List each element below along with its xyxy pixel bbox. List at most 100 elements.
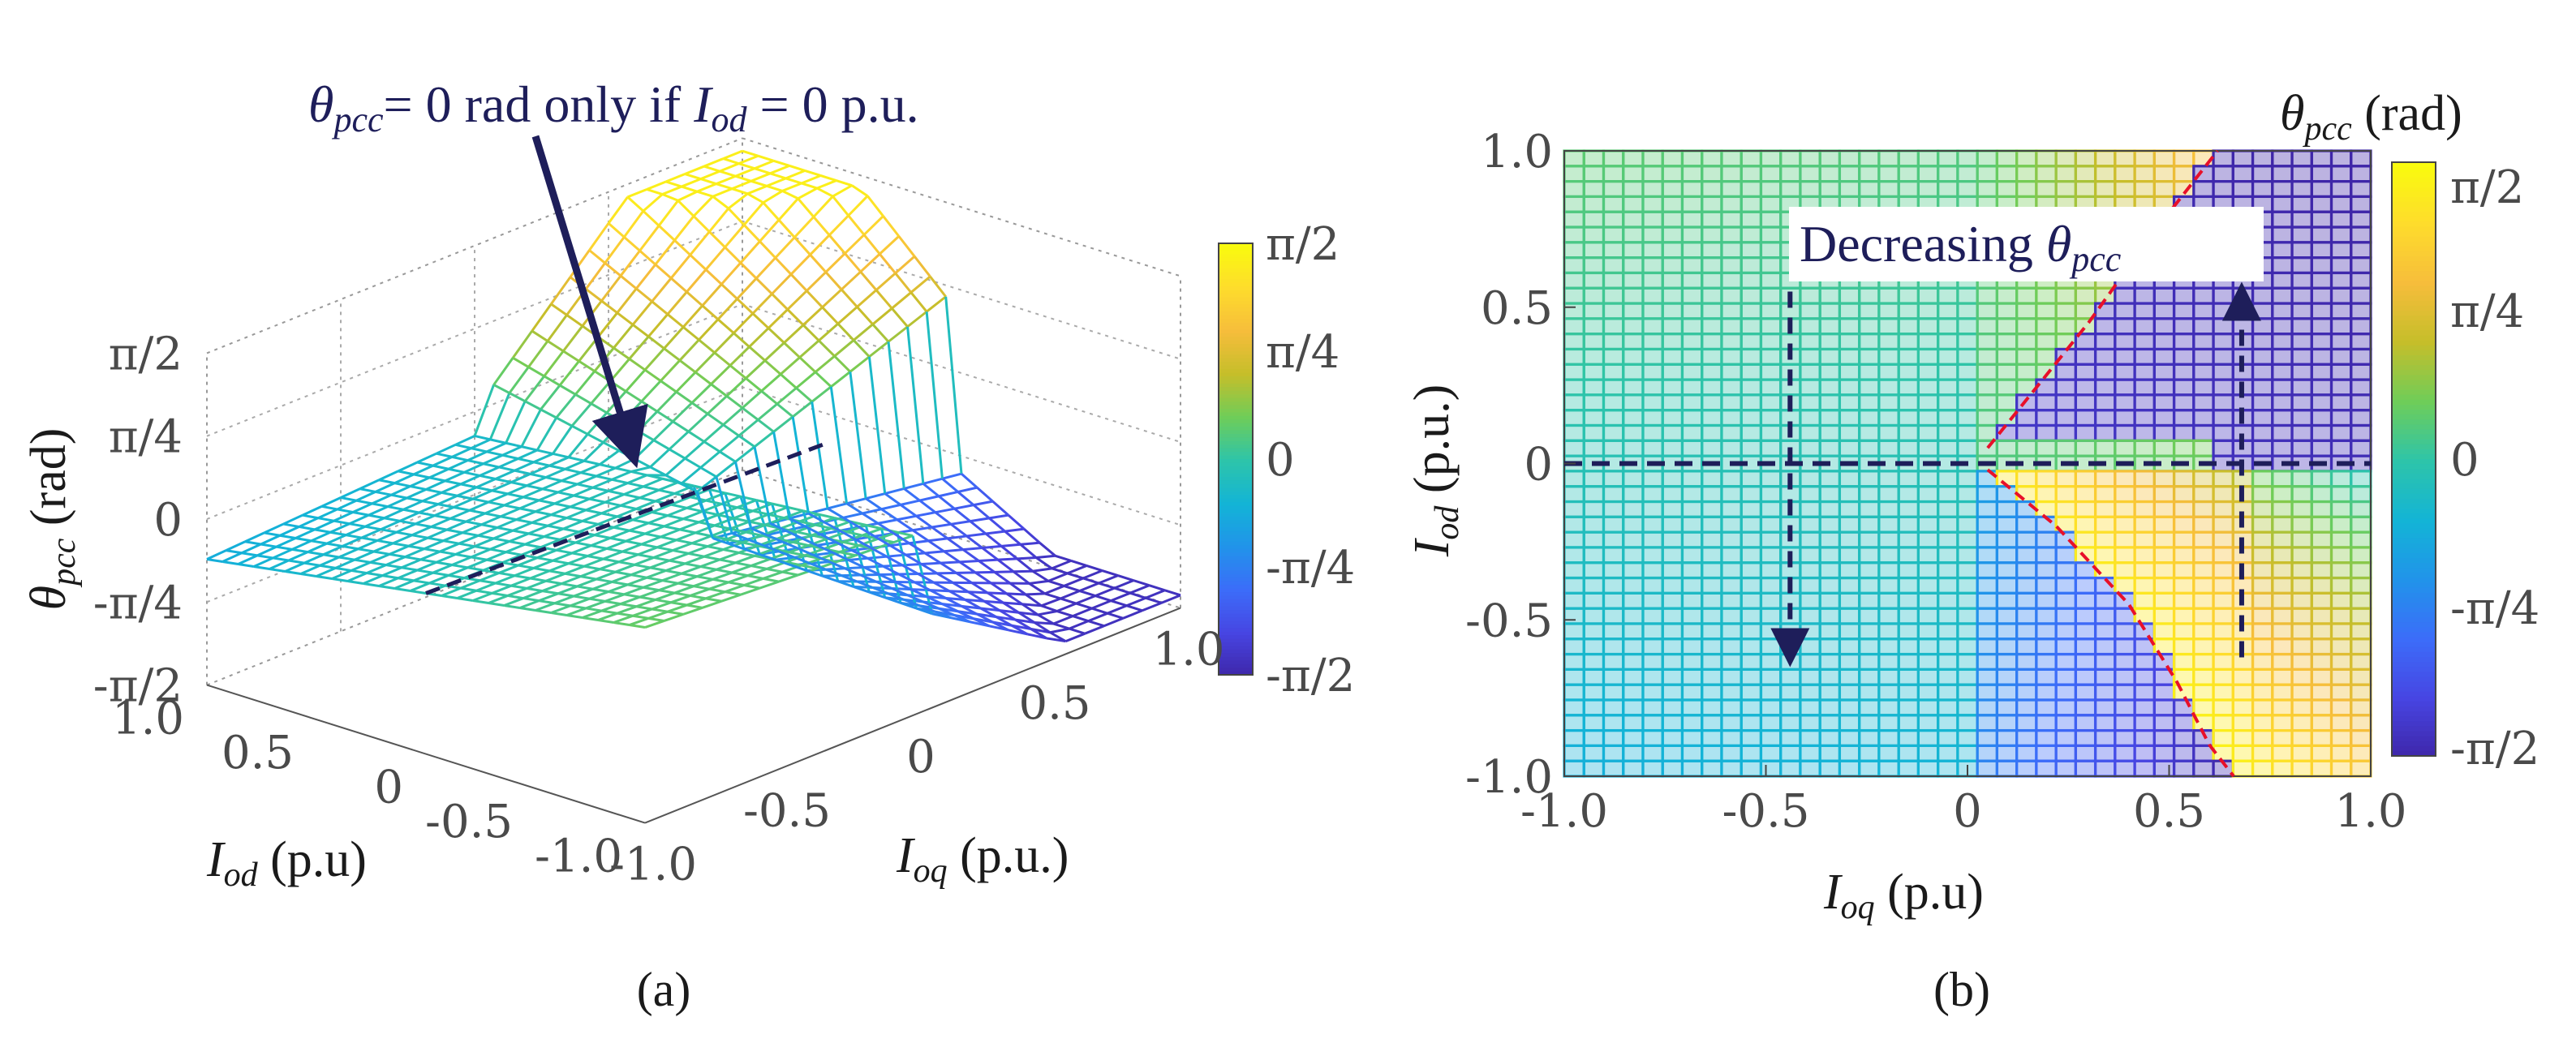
- heatmap-cell: [1701, 225, 1723, 244]
- heatmap-cell: [2133, 439, 2156, 457]
- heatmap-cell: [2152, 500, 2176, 518]
- surface-mesh-line: [858, 526, 875, 538]
- surface-mesh-line: [492, 357, 514, 386]
- surface-mesh-line: [643, 579, 663, 589]
- surface-mesh-line: [349, 522, 366, 528]
- heatmap-cell: [2035, 652, 2058, 671]
- panel-b-colorbar-swatch: [2392, 453, 2436, 460]
- heatmap-cell: [2271, 683, 2294, 702]
- heatmap-cell: [1956, 546, 1979, 565]
- surface-mesh-line: [519, 499, 540, 510]
- surface-mesh-line: [666, 313, 685, 328]
- heatmap-cell: [2350, 409, 2372, 427]
- heatmap-cell: [2093, 485, 2117, 504]
- heatmap-cell: [1956, 378, 1979, 397]
- panel-a-colorbar-swatch: [1219, 592, 1253, 597]
- heatmap-cell: [1563, 393, 1585, 412]
- heatmap-cell: [2192, 698, 2215, 717]
- surface-mesh-line: [753, 446, 772, 524]
- heatmap-cell: [2074, 393, 2097, 412]
- heatmap-cell: [1877, 668, 1900, 686]
- heatmap-cell: [1680, 302, 1704, 320]
- surface-mesh-line: [938, 490, 959, 498]
- surface-mesh-line: [643, 586, 660, 592]
- surface-mesh-line: [594, 534, 611, 539]
- heatmap-cell: [1956, 393, 1979, 412]
- surface-mesh-line: [748, 327, 770, 348]
- panel-a-colorbar-swatch: [1219, 427, 1253, 431]
- surface-mesh-line: [727, 192, 749, 210]
- heatmap-cell: [1701, 210, 1723, 229]
- surface-mesh-line: [550, 604, 571, 614]
- surface-mesh-line: [527, 586, 543, 593]
- heatmap-cell: [2172, 515, 2195, 534]
- heatmap-cell: [1720, 576, 1743, 595]
- panel-b-colorbar-swatch: [2392, 474, 2436, 480]
- surface-mesh-line: [775, 558, 792, 567]
- heatmap-cell: [1956, 652, 1979, 671]
- heatmap-cell: [1838, 714, 1861, 732]
- heatmap-cell: [1602, 302, 1625, 320]
- panel-b-colorbar-swatch: [2392, 221, 2436, 228]
- surface-mesh-line: [393, 473, 415, 485]
- heatmap-cell: [2290, 195, 2313, 213]
- panel-b-colorbar-swatch: [2392, 255, 2436, 262]
- heatmap-cell: [1680, 744, 1704, 762]
- surface-mesh-line: [887, 341, 905, 489]
- heatmap-cell: [2329, 728, 2353, 747]
- surface-mesh-line: [596, 466, 617, 478]
- surface-mesh-line: [570, 505, 587, 512]
- heatmap-cell: [2093, 439, 2117, 457]
- panel-a-colorbar-swatch: [1219, 322, 1253, 327]
- heatmap-cell: [2035, 744, 2058, 762]
- surface-mesh-line: [690, 587, 710, 597]
- surface-mesh-line: [847, 195, 869, 217]
- heatmap-cell: [1602, 149, 1625, 168]
- heatmap-cell: [1937, 591, 1959, 610]
- heatmap-cell: [1976, 180, 1998, 199]
- surface-mesh-line: [526, 476, 547, 487]
- surface-mesh-line: [776, 402, 794, 418]
- heatmap-cell: [2133, 515, 2156, 534]
- heatmap-cell: [1563, 180, 1585, 199]
- heatmap-cell: [1582, 302, 1606, 320]
- heatmap-cell: [2133, 714, 2156, 732]
- surface-mesh-line: [527, 524, 548, 535]
- heatmap-cell: [1838, 363, 1861, 381]
- heatmap-cell: [1877, 500, 1900, 518]
- heatmap-cell: [1799, 714, 1821, 732]
- heatmap-cell: [2271, 759, 2294, 778]
- heatmap-cell: [1701, 302, 1723, 320]
- surface-mesh-line: [875, 580, 892, 590]
- heatmap-cell: [2054, 591, 2077, 610]
- surface-mesh-line: [490, 547, 506, 554]
- surface-mesh-line: [390, 485, 411, 496]
- surface-mesh-line: [398, 577, 415, 582]
- surface-mesh-line: [716, 182, 733, 191]
- surface-mesh-line: [763, 543, 780, 553]
- heatmap-cell: [1582, 546, 1606, 565]
- heatmap-cell: [1995, 302, 2019, 320]
- heatmap-cell: [1956, 317, 1979, 336]
- heatmap-cell: [2074, 714, 2097, 732]
- panel-a-ztick-label: -π/4: [93, 577, 183, 629]
- panel-b-colorbar-swatch: [2392, 632, 2436, 638]
- heatmap-cell: [1799, 149, 1821, 168]
- surface-mesh-line: [424, 539, 445, 551]
- heatmap-cell: [1877, 470, 1900, 488]
- surface-mesh-line: [615, 570, 632, 577]
- heatmap-cell: [2350, 591, 2372, 610]
- panel-a-colorbar-swatch: [1219, 541, 1253, 547]
- surface-mesh-line: [627, 482, 644, 488]
- surface-mesh-line: [733, 509, 754, 520]
- heatmap-cell: [2015, 744, 2038, 762]
- heatmap-cell: [2015, 286, 2038, 305]
- surface-mesh-line: [891, 587, 909, 597]
- heatmap-cell: [2074, 607, 2097, 625]
- heatmap-cell: [1995, 622, 2019, 641]
- surface-mesh-line: [345, 525, 366, 537]
- surface-mesh-line: [743, 584, 760, 590]
- heatmap-cell: [1701, 744, 1723, 762]
- surface-mesh-line: [583, 565, 600, 571]
- heatmap-cell: [1858, 333, 1881, 351]
